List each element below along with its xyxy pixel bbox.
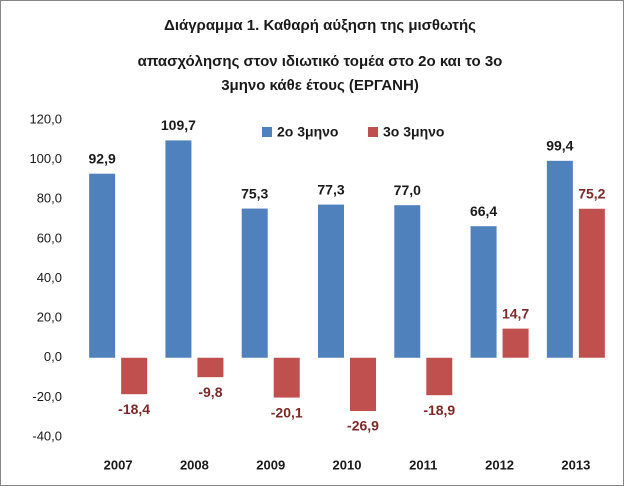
y-tick-label: 0,0: [44, 349, 62, 364]
bar: [470, 226, 497, 358]
value-label: 75,2: [578, 185, 605, 201]
x-tick-label: 2012: [485, 457, 514, 472]
bar: [350, 357, 376, 412]
x-tick-label: 2010: [333, 457, 362, 472]
value-label: -26,9: [347, 418, 379, 434]
bar: [165, 140, 192, 358]
bar: [426, 357, 453, 396]
chart-title: Διάγραμμα 1. Καθαρή αύξηση της μισθωτής: [164, 17, 476, 34]
bar: [502, 328, 529, 358]
y-tick-label: 40,0: [37, 270, 62, 285]
value-label: 99,4: [546, 138, 573, 154]
bar: [394, 205, 421, 358]
value-label: 77,0: [394, 182, 421, 198]
value-label: 66,4: [470, 203, 497, 219]
legend-swatch: [368, 127, 378, 137]
bar: [318, 204, 344, 358]
value-label: 92,9: [89, 150, 116, 166]
y-tick-label: -20,0: [32, 389, 62, 404]
legend-label: 2ο 3μηνο: [277, 124, 338, 140]
legend-swatch: [262, 127, 272, 137]
value-label: 109,7: [161, 117, 196, 133]
chart-title: 3μηνο κάθε έτους (ΕΡΓΑΝΗ): [221, 77, 419, 94]
value-label: -20,1: [271, 404, 303, 420]
bar: [197, 357, 224, 378]
x-tick-label: 2011: [409, 457, 437, 472]
x-tick-label: 2008: [180, 457, 209, 472]
bar: [89, 173, 116, 358]
value-label: -9,8: [198, 384, 222, 400]
legend-label: 3ο 3μηνο: [383, 124, 444, 140]
bar: [273, 357, 300, 398]
y-tick-label: 100,0: [29, 151, 62, 166]
y-tick-label: 60,0: [37, 230, 62, 245]
bar: [546, 160, 573, 358]
bar: [578, 208, 605, 358]
y-tick-label: 80,0: [37, 191, 62, 206]
bar: [121, 357, 148, 395]
value-label: 75,3: [241, 185, 268, 201]
y-tick-label: 20,0: [37, 310, 62, 325]
bar: [241, 208, 268, 358]
value-label: -18,4: [118, 401, 150, 417]
x-tick-label: 2007: [104, 457, 133, 472]
y-tick-label: -40,0: [32, 428, 62, 443]
chart-title: απασχόλησης στον ιδιωτικό τομέα στο 2ο κ…: [138, 53, 503, 70]
x-tick-label: 2009: [256, 457, 285, 472]
value-label: 14,7: [502, 305, 529, 321]
y-tick-label: 120,0: [29, 111, 62, 126]
value-label: 77,3: [317, 181, 344, 197]
value-label: -18,9: [423, 402, 455, 418]
x-tick-label: 2013: [561, 457, 590, 472]
